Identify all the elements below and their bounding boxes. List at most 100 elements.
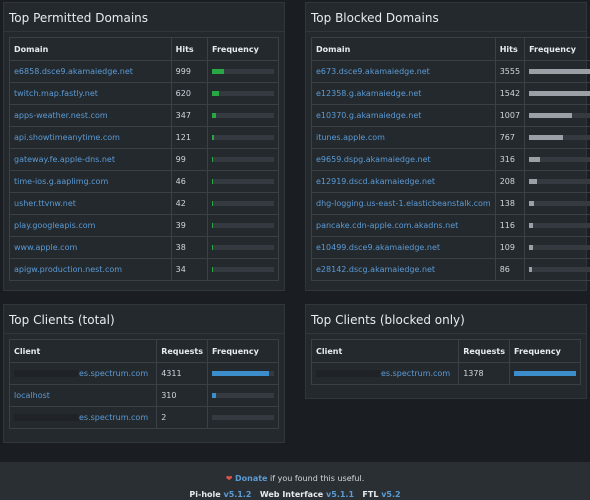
table-row: pancake.cdn-apple.com.akadns.net 116 <box>311 214 590 237</box>
clients-blocked-title: Top Clients (blocked only) <box>306 305 586 334</box>
frequency-bar-fill <box>212 393 217 398</box>
blocked-domains-title: Top Blocked Domains <box>306 3 586 32</box>
domain-link[interactable]: gateway.fe.apple-dns.net <box>9 148 172 171</box>
domain-link[interactable]: dhg-logging.us-east-1.elasticbeanstalk.c… <box>311 192 496 215</box>
client-cell[interactable]: es.spectrum.com <box>8 406 158 429</box>
client-name[interactable]: es.spectrum.com <box>79 413 149 422</box>
hits-cell: 999 <box>170 60 209 83</box>
frequency-bar-track <box>529 157 590 162</box>
redacted-block <box>14 414 78 421</box>
table-row: es.spectrum.com 2 <box>8 406 279 429</box>
blocked-domains-body: e673.dsce9.akamaiedge.net 3555 e12358.g.ak… <box>311 60 590 281</box>
table-row: e28142.dscg.akamaiedge.net 86 <box>311 258 590 281</box>
table-row: play.googleapis.com 39 <box>9 214 279 237</box>
frequency-bar-fill <box>529 135 564 140</box>
redacted-block <box>316 370 380 377</box>
frequency-bar-fill <box>529 201 535 206</box>
donate-line: ❤ Donate if you found this useful. <box>0 474 590 483</box>
frequency-cell <box>207 104 279 127</box>
frequency-bar-track <box>212 223 274 228</box>
client-cell[interactable]: es.spectrum.com <box>310 362 460 385</box>
domain-link[interactable]: e12358.g.akamaiedge.net <box>311 82 496 105</box>
hits-cell: 121 <box>170 126 209 149</box>
frequency-cell <box>207 362 279 385</box>
domain-link[interactable]: e6858.dsce9.akamaiedge.net <box>9 60 172 83</box>
frequency-bar-fill <box>212 371 270 376</box>
hits-cell: 208 <box>494 170 526 193</box>
domain-link[interactable]: itunes.apple.com <box>311 126 496 149</box>
table-row: es.spectrum.com 4311 <box>8 362 279 385</box>
domain-link[interactable]: apigw.production.nest.com <box>9 258 172 281</box>
column-header-client: Client <box>310 339 460 363</box>
client-cell[interactable]: localhost <box>8 384 158 407</box>
domain-link[interactable]: apps-weather.nest.com <box>9 104 172 127</box>
table-row: e673.dsce9.akamaiedge.net 3555 <box>311 60 590 83</box>
frequency-bar-track <box>529 91 590 96</box>
domain-link[interactable]: time-ios.g.aaplimg.com <box>9 170 172 193</box>
permitted-domains-title: Top Permitted Domains <box>4 3 284 32</box>
domain-link[interactable]: e28142.dscg.akamaiedge.net <box>311 258 496 281</box>
donate-link[interactable]: Donate <box>234 474 268 483</box>
table-header-row: Domain Hits Frequency <box>311 37 590 61</box>
frequency-bar-fill <box>212 179 213 184</box>
domain-link[interactable]: play.googleapis.com <box>9 214 172 237</box>
frequency-bar-track <box>212 91 274 96</box>
frequency-bar-fill <box>529 157 541 162</box>
frequency-bar-track <box>212 415 274 420</box>
frequency-cell <box>207 258 279 281</box>
domain-link[interactable]: e10499.dsce9.akamaiedge.net <box>311 236 496 259</box>
table-row: dhg-logging.us-east-1.elasticbeanstalk.c… <box>311 192 590 215</box>
frequency-bar-fill <box>212 245 213 250</box>
requests-cell: 4311 <box>156 362 208 385</box>
frequency-bar-track <box>212 393 274 398</box>
domain-link[interactable]: e12919.dscd.akamaiedge.net <box>311 170 496 193</box>
frequency-cell <box>207 170 279 193</box>
clients-total-title: Top Clients (total) <box>4 305 284 334</box>
ftl-label: FTL <box>362 490 379 499</box>
domain-link[interactable]: e673.dsce9.akamaiedge.net <box>311 60 496 83</box>
client-name[interactable]: es.spectrum.com <box>381 369 451 378</box>
domain-link[interactable]: api.showtimeanytime.com <box>9 126 172 149</box>
table-row: e12358.g.akamaiedge.net 1542 <box>311 82 590 105</box>
domain-link[interactable]: pancake.cdn-apple.com.akadns.net <box>311 214 496 237</box>
client-name[interactable]: es.spectrum.com <box>79 369 149 378</box>
clients-blocked-panel: Top Clients (blocked only) Client Reques… <box>305 304 587 399</box>
frequency-bar-fill <box>212 157 214 162</box>
frequency-bar-fill <box>212 91 220 96</box>
frequency-cell <box>524 60 590 83</box>
client-cell[interactable]: es.spectrum.com <box>8 362 158 385</box>
table-row: twitch.map.fastly.net 620 <box>9 82 279 105</box>
clients-total-panel: Top Clients (total) Client Requests Freq… <box>3 304 285 443</box>
frequency-bar-fill <box>212 223 213 228</box>
client-name[interactable]: localhost <box>14 391 50 400</box>
version-line: Pi-hole v5.1.2 Web Interface v5.1.1 FTL … <box>0 490 590 499</box>
frequency-bar-track <box>529 223 590 228</box>
frequency-bar-track <box>529 201 590 206</box>
frequency-bar-fill <box>529 91 590 96</box>
permitted-domains-table: Domain Hits Frequency e6858.dsce9.akamai… <box>9 37 279 281</box>
column-header-requests: Requests <box>458 339 510 363</box>
hits-cell: 347 <box>170 104 209 127</box>
frequency-bar-fill <box>514 371 576 376</box>
column-header-hits: Hits <box>494 37 526 61</box>
pihole-version-link[interactable]: v5.1.2 <box>223 490 252 499</box>
frequency-bar-track <box>212 179 274 184</box>
domain-link[interactable]: e9659.dspg.akamaiedge.net <box>311 148 496 171</box>
domain-link[interactable]: www.apple.com <box>9 236 172 259</box>
column-header-frequency: Frequency <box>207 37 279 61</box>
domain-link[interactable]: e10370.g.akamaiedge.net <box>311 104 496 127</box>
frequency-cell <box>509 362 581 385</box>
hits-cell: 1542 <box>494 82 526 105</box>
domain-link[interactable]: usher.ttvnw.net <box>9 192 172 215</box>
hits-cell: 316 <box>494 148 526 171</box>
table-header-row: Domain Hits Frequency <box>9 37 279 61</box>
frequency-cell <box>524 236 590 259</box>
web-interface-label: Web Interface <box>259 490 324 499</box>
column-header-domain: Domain <box>9 37 172 61</box>
frequency-bar-fill <box>529 223 534 228</box>
ftl-version-link[interactable]: v5.2 <box>381 490 401 499</box>
frequency-bar-fill <box>529 267 533 272</box>
web-interface-version-link[interactable]: v5.1.1 <box>326 490 355 499</box>
domain-link[interactable]: twitch.map.fastly.net <box>9 82 172 105</box>
frequency-cell <box>524 148 590 171</box>
